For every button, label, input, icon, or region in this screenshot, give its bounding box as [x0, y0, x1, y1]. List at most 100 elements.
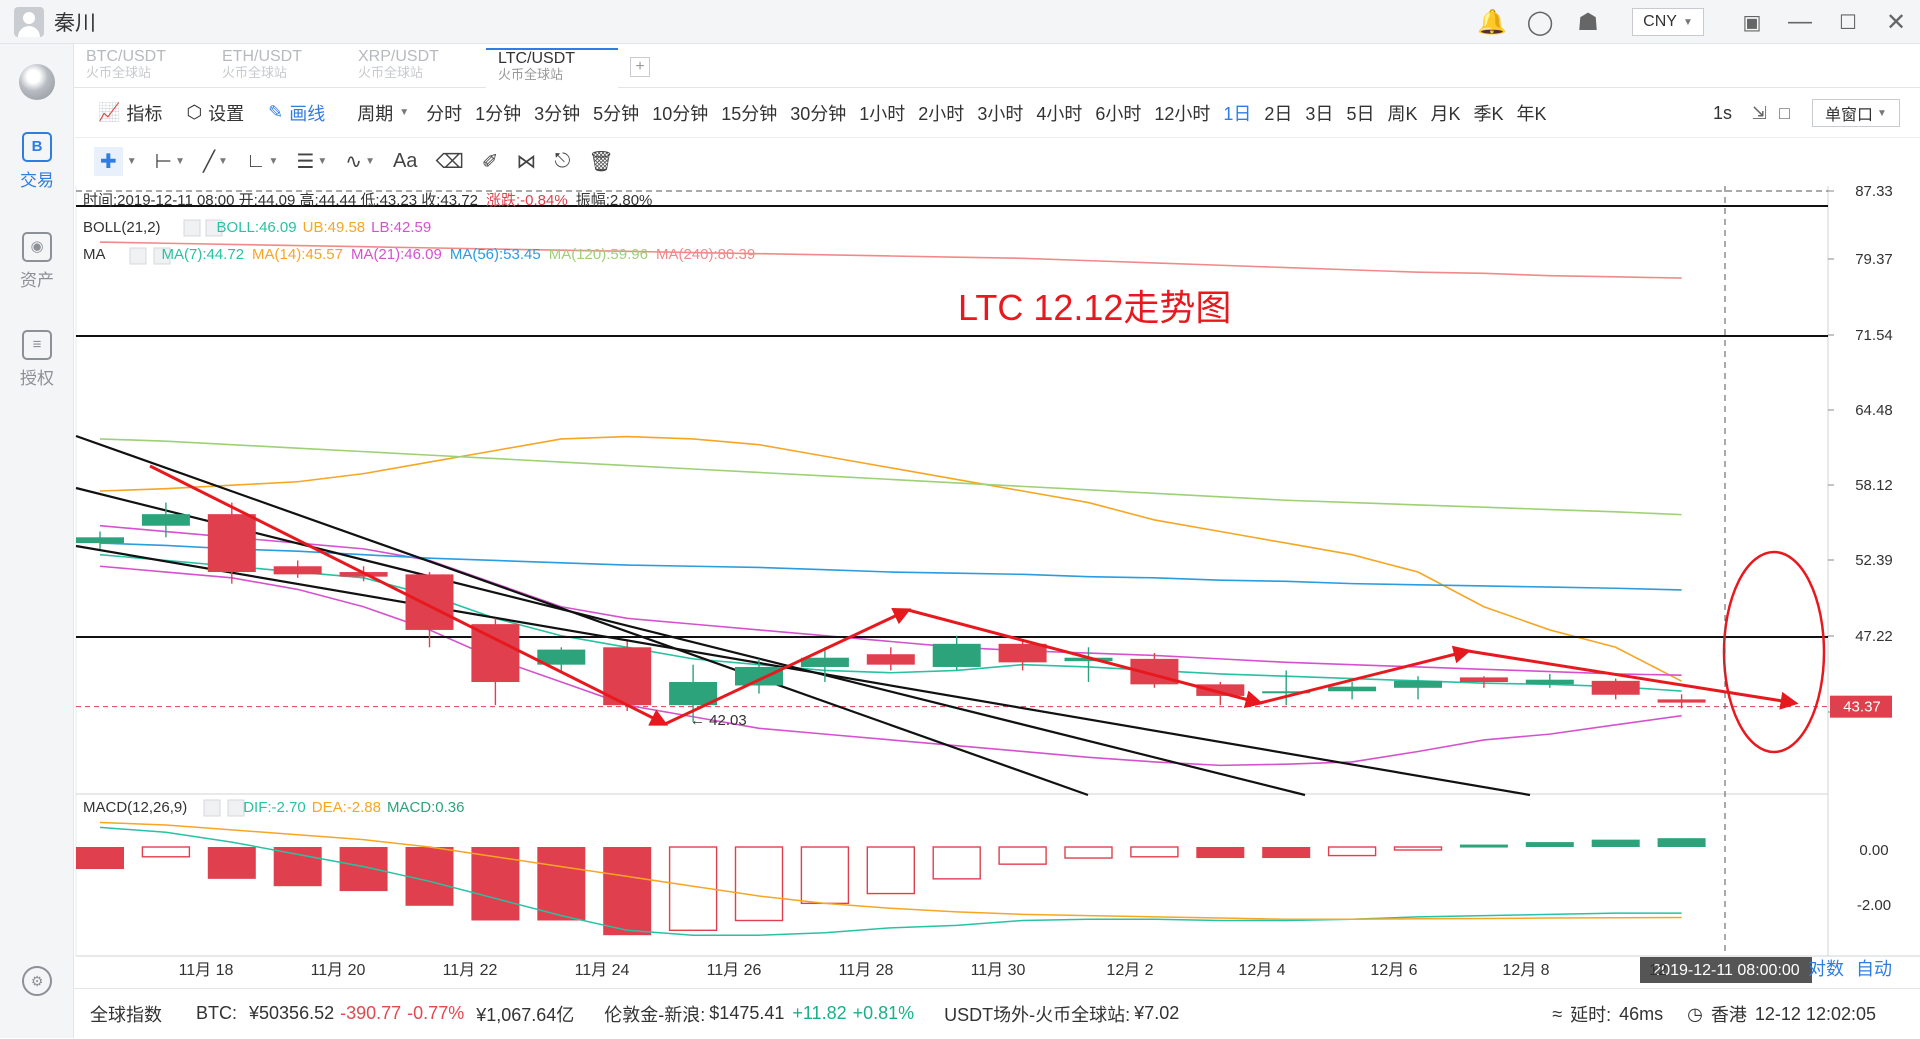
- tab-eth-usdt[interactable]: ETH/USDT 火币全球站: [210, 48, 342, 88]
- period-6[interactable]: 30分钟: [790, 103, 847, 124]
- tab-ltc-usdt[interactable]: LTC/USDT 火币全球站: [486, 48, 618, 88]
- auto-scale-button[interactable]: 自动: [1856, 959, 1892, 979]
- minimize-icon[interactable]: —: [1788, 8, 1812, 35]
- crosshair-tool[interactable]: ✚: [94, 146, 123, 176]
- magnet-icon: ✐: [481, 150, 499, 173]
- gold-label: 伦敦金-新浪:: [604, 1004, 706, 1025]
- eraser-icon: ⌫: [435, 150, 464, 173]
- indicator-button[interactable]: 📈 指标: [98, 100, 162, 126]
- period-9[interactable]: 3小时: [977, 103, 1024, 124]
- indicator-toggle-icon: [227, 799, 245, 817]
- date-tick-label: 11月 26: [707, 962, 762, 979]
- highlight-ellipse: [1722, 550, 1826, 754]
- period-2[interactable]: 3分钟: [534, 103, 581, 124]
- period-19[interactable]: 季K: [1473, 103, 1504, 124]
- period-12[interactable]: 12小时: [1154, 103, 1211, 124]
- maximize-icon[interactable]: ☐: [1839, 11, 1857, 34]
- crosshair-time-label: 2019-12-11 08:00:00: [1652, 962, 1799, 979]
- period-3[interactable]: 5分钟: [593, 103, 640, 124]
- candle-body: [1262, 691, 1311, 694]
- period-0[interactable]: 分时: [426, 103, 463, 124]
- chat-icon[interactable]: ◯: [1526, 8, 1554, 36]
- period-1[interactable]: 1分钟: [475, 103, 522, 124]
- lock-tool[interactable]: ⎋: [554, 150, 570, 173]
- current-price-badge: [1830, 695, 1892, 718]
- pair-tabs: BTC/USDT 火币全球站 ETH/USDT 火币全球站 XRP/USDT 火…: [74, 44, 1920, 88]
- period-8[interactable]: 2小时: [918, 103, 965, 124]
- period-5[interactable]: 15分钟: [721, 103, 778, 124]
- trash-tool[interactable]: 🗑: [588, 149, 613, 174]
- macd-bar: [603, 847, 652, 936]
- macd-bar: [1196, 847, 1245, 859]
- currency-select[interactable]: CNY ▼: [1632, 8, 1704, 36]
- app-logo-icon[interactable]: [19, 64, 55, 100]
- period-4[interactable]: 10分钟: [652, 103, 709, 124]
- date-tick-label: 12: [1649, 962, 1667, 979]
- settings-gear-icon[interactable]: ⚙: [22, 966, 52, 996]
- candle-body: [1525, 679, 1574, 685]
- horizontal-line-tool[interactable]: ⊢ ▼: [155, 149, 185, 174]
- sidebar-item-assets[interactable]: ◉ 资产: [0, 232, 74, 291]
- candle-body: [141, 514, 190, 526]
- layout-icon[interactable]: ▣: [1742, 11, 1762, 34]
- chart-icon: 📈: [98, 102, 121, 122]
- period-11[interactable]: 6小时: [1095, 103, 1142, 124]
- channel-tool[interactable]: ☰ ▼: [296, 149, 327, 174]
- window-mode-select[interactable]: 单窗口 ▼: [1812, 99, 1900, 127]
- sidebar-item-trade[interactable]: B 交易: [0, 132, 74, 191]
- global-index-label[interactable]: 全球指数: [90, 1004, 162, 1025]
- interval-button[interactable]: 1s: [1713, 102, 1733, 123]
- tab-xrp-usdt[interactable]: XRP/USDT 火币全球站: [346, 48, 478, 88]
- magnet-tool[interactable]: ✐: [482, 149, 499, 174]
- trend-arrow: [149, 464, 669, 726]
- tab-btc-usdt[interactable]: BTC/USDT 火币全球站: [74, 48, 206, 88]
- angle-tool[interactable]: ∟ ▼: [246, 150, 279, 173]
- latency-value: 46ms: [1619, 1003, 1664, 1024]
- candle-body: [1328, 686, 1377, 692]
- eraser-tool[interactable]: ⌫: [435, 149, 463, 174]
- period-10[interactable]: 4小时: [1036, 103, 1083, 124]
- close-icon[interactable]: ✕: [1885, 8, 1907, 36]
- indicator-toggle-icon: [205, 219, 223, 237]
- candle-body: [866, 654, 915, 665]
- tab-pair: LTC/USDT: [498, 50, 576, 67]
- period-dropdown[interactable]: 周期 ▼: [357, 100, 409, 126]
- add-tab-button[interactable]: +: [630, 57, 650, 77]
- candle-body: [932, 643, 981, 667]
- price-tick-label: 64.48: [1855, 402, 1893, 419]
- avatar[interactable]: [14, 6, 44, 37]
- period-13[interactable]: 1日: [1223, 103, 1252, 124]
- text-tool[interactable]: Aa: [393, 150, 417, 173]
- log-scale-button[interactable]: 对数: [1808, 959, 1844, 979]
- bell-icon[interactable]: 🔔: [1477, 8, 1507, 36]
- key-icon: ≡: [22, 330, 52, 360]
- btc-price: ¥50356.52: [249, 1003, 335, 1023]
- period-18[interactable]: 月K: [1430, 103, 1461, 124]
- settings-button[interactable]: ⬡ 设置: [186, 100, 244, 126]
- wave-tool[interactable]: ∿ ▼: [345, 149, 375, 174]
- period-16[interactable]: 5日: [1346, 103, 1375, 124]
- candlestick-chart[interactable]: 2019-12-11 08:00:00 87.33 79.37 71.54 64.48…: [0, 0, 1920, 988]
- date-tick-label: 11月 20: [311, 962, 366, 979]
- sidebar-item-label: 资产: [20, 271, 54, 290]
- indicator-toggle-icon: [183, 219, 201, 237]
- period-17[interactable]: 周K: [1387, 103, 1418, 124]
- candle-body: [273, 566, 322, 575]
- trend-lines: [75, 190, 1828, 797]
- trend-line-tool[interactable]: ╱ ▼: [203, 149, 228, 174]
- title-bar: 秦川 🔔 ◯ ☗ CNY ▼ ▣ — ☐ ✕: [0, 0, 1920, 44]
- draw-button[interactable]: ✎ 画线: [268, 100, 325, 126]
- period-15[interactable]: 3日: [1305, 103, 1334, 124]
- chart-grid: [75, 186, 1920, 957]
- period-14[interactable]: 2日: [1264, 103, 1293, 124]
- macd-bar: [1064, 846, 1113, 859]
- expand-icon[interactable]: □: [1779, 102, 1790, 123]
- period-7[interactable]: 1小时: [859, 103, 906, 124]
- period-20[interactable]: 年K: [1516, 103, 1547, 124]
- measure-tool[interactable]: ⋈: [516, 149, 536, 174]
- sidebar-item-auth[interactable]: ≡ 授权: [0, 330, 74, 389]
- collapse-icon[interactable]: ⇲: [1752, 102, 1768, 123]
- candle-body: [537, 649, 586, 665]
- line-ma56: [99, 542, 1682, 591]
- shirt-icon[interactable]: ☗: [1577, 8, 1599, 36]
